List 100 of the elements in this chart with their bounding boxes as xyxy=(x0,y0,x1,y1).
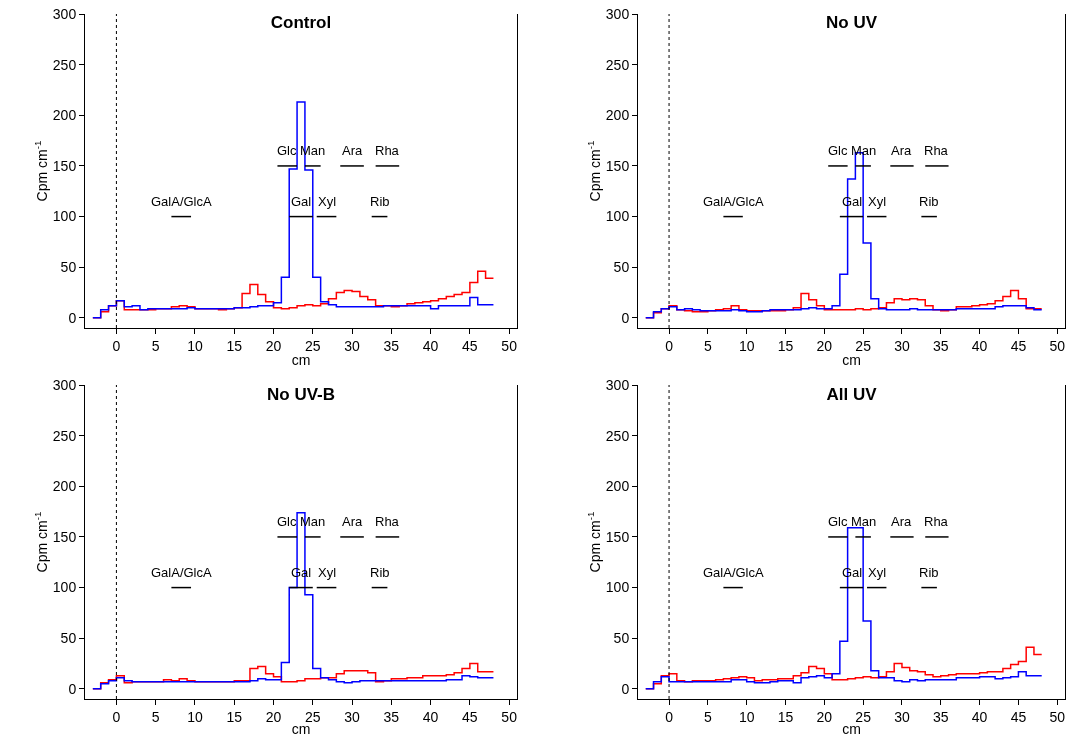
annotation: Rib xyxy=(919,565,939,580)
x-axis-title: cm xyxy=(842,352,861,368)
y-tick-label: 300 xyxy=(605,5,630,22)
x-tick-label: 10 xyxy=(738,708,755,725)
x-tick-label: 40 xyxy=(971,337,988,354)
y-tick-label: 250 xyxy=(52,56,77,73)
annotation: Rha xyxy=(924,143,949,158)
annotation: Xyl xyxy=(868,565,887,580)
annotation: GalA/GlcA xyxy=(151,194,213,209)
y-tick-label: 250 xyxy=(605,56,630,73)
x-tick-label: 35 xyxy=(932,337,949,354)
x-tick-label: 50 xyxy=(501,708,518,725)
x-tick-label: 35 xyxy=(932,708,949,725)
annotation: Ara xyxy=(891,143,912,158)
y-tick-label: 50 xyxy=(613,259,630,276)
annotation: Rib xyxy=(919,194,939,209)
x-tick-label: 5 xyxy=(151,337,160,354)
y-tick-label: 0 xyxy=(621,309,630,326)
annotation: Ara xyxy=(342,143,363,158)
x-tick-label: 10 xyxy=(187,337,203,354)
x-tick-label: 0 xyxy=(112,337,121,354)
x-tick-label: 45 xyxy=(1010,337,1027,354)
annotation: GalA/GlcA xyxy=(703,565,765,580)
x-tick-label: 5 xyxy=(151,708,160,725)
y-tick-label: 200 xyxy=(52,107,77,124)
y-tick-label: 250 xyxy=(605,427,630,444)
annotation: Rib xyxy=(370,194,390,209)
x-tick-label: 0 xyxy=(112,708,121,725)
y-tick-label: 200 xyxy=(605,478,630,495)
y-tick-label: 150 xyxy=(605,528,630,545)
annotation: Glc xyxy=(277,143,297,158)
x-tick-label: 0 xyxy=(665,708,674,725)
y-tick-label: 150 xyxy=(52,157,77,174)
annotation: Rha xyxy=(375,143,400,158)
x-tick-label: 10 xyxy=(738,337,755,354)
x-tick-label: 0 xyxy=(665,337,674,354)
annotation: Xyl xyxy=(318,194,337,209)
y-tick-label: 50 xyxy=(613,630,630,647)
annotation: Rib xyxy=(370,565,390,580)
x-tick-label: 5 xyxy=(703,337,712,354)
x-tick-label: 50 xyxy=(501,337,518,354)
x-tick-label: 45 xyxy=(462,708,478,725)
x-tick-label: 50 xyxy=(1049,708,1066,725)
x-tick-label: 15 xyxy=(777,708,794,725)
x-tick-label: 30 xyxy=(344,708,361,725)
x-tick-label: 35 xyxy=(383,708,400,725)
y-tick-label: 0 xyxy=(621,680,630,697)
y-tick-label: 300 xyxy=(605,376,630,393)
x-tick-label: 40 xyxy=(971,708,988,725)
y-tick-label: 300 xyxy=(52,376,77,393)
annotation: Rha xyxy=(924,514,949,529)
annotation: Man xyxy=(851,514,877,529)
y-tick-label: 0 xyxy=(68,309,77,326)
y-tick-label: 100 xyxy=(52,579,77,596)
y-tick-label: 200 xyxy=(52,478,77,495)
y-tick-label: 50 xyxy=(60,259,77,276)
y-tick-label: 150 xyxy=(52,528,77,545)
x-tick-label: 20 xyxy=(265,337,282,354)
x-tick-label: 30 xyxy=(894,708,910,725)
annotation: Man xyxy=(851,143,877,158)
annotation: Glc xyxy=(828,143,848,158)
x-tick-label: 40 xyxy=(422,337,439,354)
x-tick-label: 40 xyxy=(422,708,439,725)
x-axis-title: cm xyxy=(291,352,311,368)
chart-title: No UV xyxy=(826,13,878,33)
x-tick-label: 50 xyxy=(1049,337,1066,354)
x-tick-label: 10 xyxy=(187,708,203,725)
x-tick-label: 25 xyxy=(304,337,321,354)
y-tick-label: 300 xyxy=(52,5,77,22)
y-tick-label: 100 xyxy=(52,208,77,225)
annotation: Glc xyxy=(277,514,297,529)
annotation: Ara xyxy=(891,514,912,529)
y-tick-label: 150 xyxy=(605,157,630,174)
annotation: Ara xyxy=(342,514,363,529)
annotation: Xyl xyxy=(868,194,887,209)
x-tick-label: 45 xyxy=(462,337,478,354)
x-tick-label: 15 xyxy=(226,708,243,725)
x-tick-label: 30 xyxy=(344,337,361,354)
x-tick-label: 20 xyxy=(816,337,833,354)
x-tick-label: 20 xyxy=(265,708,282,725)
x-tick-label: 15 xyxy=(226,337,243,354)
y-tick-label: 100 xyxy=(605,208,630,225)
y-tick-label: 100 xyxy=(605,579,630,596)
y-tick-label: 0 xyxy=(68,680,77,697)
annotation: Xyl xyxy=(318,565,337,580)
chart-title: All UV xyxy=(826,385,878,405)
x-tick-label: 35 xyxy=(383,337,400,354)
annotation: GalA/GlcA xyxy=(151,565,213,580)
x-tick-label: 25 xyxy=(855,337,872,354)
y-tick-label: 200 xyxy=(605,107,630,124)
annotation: GalA/GlcA xyxy=(703,194,765,209)
annotation: Glc xyxy=(828,514,848,529)
chart-title: No UV-B xyxy=(267,385,335,405)
annotation: Gal xyxy=(291,194,312,209)
x-tick-label: 5 xyxy=(703,708,712,725)
x-tick-label: 15 xyxy=(777,337,794,354)
x-tick-label: 20 xyxy=(816,708,833,725)
x-tick-label: 30 xyxy=(894,337,910,354)
x-tick-label: 45 xyxy=(1010,708,1027,725)
annotation: Rha xyxy=(375,514,400,529)
